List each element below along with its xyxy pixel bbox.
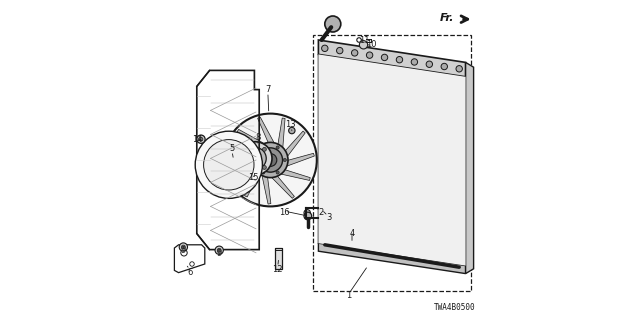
Polygon shape <box>258 117 276 149</box>
Circle shape <box>322 45 328 52</box>
Text: TWA4B0500: TWA4B0500 <box>433 303 475 312</box>
Text: 9: 9 <box>180 246 186 255</box>
Text: 12: 12 <box>273 265 283 274</box>
Polygon shape <box>280 131 305 160</box>
Circle shape <box>253 142 288 178</box>
Circle shape <box>396 57 403 63</box>
Text: 8: 8 <box>256 133 261 142</box>
Circle shape <box>179 243 188 251</box>
Circle shape <box>325 16 341 32</box>
Circle shape <box>351 50 358 56</box>
Circle shape <box>304 210 310 216</box>
Circle shape <box>276 146 279 149</box>
Circle shape <box>337 47 343 54</box>
Text: 13: 13 <box>285 120 296 129</box>
Bar <box>313 35 471 291</box>
Circle shape <box>262 171 265 174</box>
Circle shape <box>289 127 295 134</box>
Circle shape <box>367 52 372 58</box>
Circle shape <box>218 248 221 252</box>
Text: 16: 16 <box>280 208 290 217</box>
Text: 10: 10 <box>367 40 377 49</box>
Polygon shape <box>280 153 314 168</box>
Text: 7: 7 <box>265 85 271 94</box>
Circle shape <box>204 140 254 190</box>
Circle shape <box>262 165 266 169</box>
Text: 6: 6 <box>187 268 193 277</box>
Text: 5: 5 <box>229 144 235 153</box>
Polygon shape <box>276 167 310 180</box>
Circle shape <box>197 135 205 143</box>
Text: 11: 11 <box>360 36 370 45</box>
Circle shape <box>224 114 317 206</box>
Text: 1: 1 <box>346 292 351 300</box>
Polygon shape <box>244 164 262 197</box>
Circle shape <box>276 171 279 174</box>
Circle shape <box>456 66 462 72</box>
Circle shape <box>244 148 266 169</box>
Circle shape <box>258 148 283 172</box>
Polygon shape <box>466 62 474 274</box>
Text: 2: 2 <box>318 208 323 217</box>
Circle shape <box>426 61 433 68</box>
Polygon shape <box>268 170 294 198</box>
Circle shape <box>262 146 265 149</box>
Circle shape <box>283 158 287 162</box>
Circle shape <box>215 246 223 254</box>
Circle shape <box>412 59 417 65</box>
Polygon shape <box>276 118 285 152</box>
Circle shape <box>264 154 276 166</box>
Circle shape <box>381 54 388 60</box>
Text: 9: 9 <box>216 249 222 258</box>
Polygon shape <box>261 170 271 204</box>
Circle shape <box>255 158 258 162</box>
Polygon shape <box>227 149 261 155</box>
Bar <box>275 248 282 269</box>
Circle shape <box>359 41 367 49</box>
Polygon shape <box>319 54 466 266</box>
Polygon shape <box>319 243 466 274</box>
Polygon shape <box>237 129 268 151</box>
Text: 15: 15 <box>248 173 259 182</box>
Text: 4: 4 <box>349 229 355 238</box>
Circle shape <box>182 245 186 249</box>
Circle shape <box>304 212 312 220</box>
Circle shape <box>239 142 272 175</box>
Text: 14: 14 <box>193 135 203 144</box>
Circle shape <box>244 165 248 169</box>
Text: Fr.: Fr. <box>440 12 454 23</box>
Polygon shape <box>229 156 260 179</box>
Circle shape <box>262 148 266 151</box>
Circle shape <box>244 148 248 151</box>
Polygon shape <box>319 40 466 77</box>
Circle shape <box>195 131 262 198</box>
Text: 3: 3 <box>326 213 332 222</box>
Circle shape <box>199 137 203 141</box>
Circle shape <box>441 63 447 70</box>
